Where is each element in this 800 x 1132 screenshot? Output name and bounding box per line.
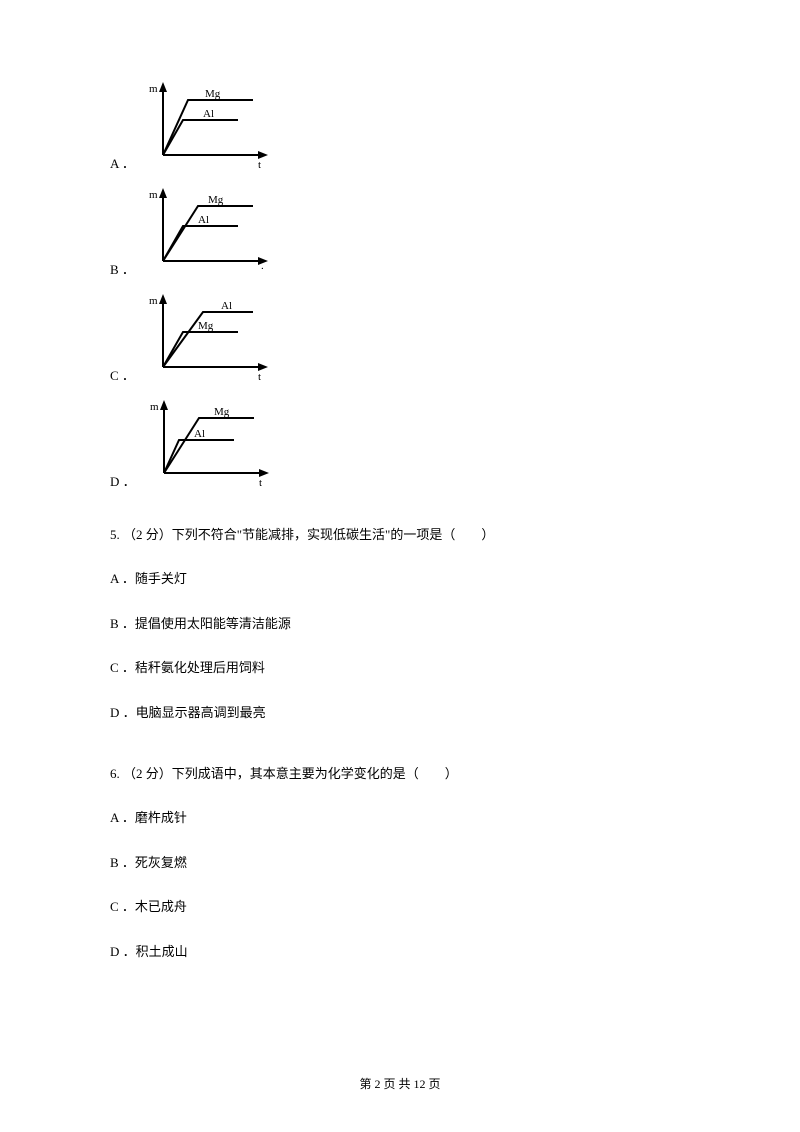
curve-label-al: Al (198, 214, 209, 226)
q6-stem: 6. （2 分）下列成语中，其本意主要为化学变化的是（ ） (110, 756, 690, 792)
curve-label-al: Al (203, 108, 214, 120)
curve-label-al: Al (194, 428, 205, 440)
q6-option-c: C ．木已成舟 (110, 889, 690, 925)
question-6: 6. （2 分）下列成语中，其本意主要为化学变化的是（ ） A ．磨杵成针 B … (110, 756, 690, 970)
chart-d: m t Mg Al (144, 398, 274, 492)
x-axis-label: t (258, 159, 261, 170)
curve-label-mg: Mg (214, 406, 230, 418)
chart-b: m . Mg Al (143, 186, 273, 280)
curve-label-mg: Mg (208, 194, 224, 206)
x-axis-label: t (259, 477, 262, 488)
q6-option-b: B ．死灰复燃 (110, 845, 690, 881)
q6-option-a: A ．磨杵成针 (110, 800, 690, 836)
option-letter-d: D ． (110, 471, 136, 492)
chart-option-c: C ． m t Al Mg (110, 292, 690, 386)
y-axis-label: m (149, 83, 158, 95)
q5-option-a: A ．随手关灯 (110, 561, 690, 597)
chart-a: m t Mg Al (143, 80, 273, 174)
option-letter-c: C ． (110, 365, 135, 386)
q5-option-d: D ．电脑显示器高调到最亮 (110, 695, 690, 731)
question-5: 5. （2 分）下列不符合"节能减排，实现低碳生活"的一项是（ ） A ．随手关… (110, 517, 690, 731)
x-axis-label: . (261, 260, 264, 272)
q5-option-b: B ．提倡使用太阳能等清洁能源 (110, 606, 690, 642)
y-axis-label: m (149, 189, 158, 201)
page-footer: 第 2 页 共 12 页 (0, 1075, 800, 1092)
q5-stem: 5. （2 分）下列不符合"节能减排，实现低碳生活"的一项是（ ） (110, 517, 690, 553)
y-axis-label: m (149, 295, 158, 307)
option-letter-a: A ． (110, 153, 135, 174)
chart-option-a: A ． m t Mg Al (110, 80, 690, 174)
chart-c: m t Al Mg (143, 292, 273, 386)
y-axis-label: m (150, 401, 159, 413)
chart-option-b: B ． m . Mg Al (110, 186, 690, 280)
q6-option-d: D ．积土成山 (110, 934, 690, 970)
chart-option-d: D ． m t Mg Al (110, 398, 690, 492)
q5-option-c: C ．秸秆氨化处理后用饲料 (110, 650, 690, 686)
curve-label-mg: Mg (198, 320, 214, 332)
option-letter-b: B ． (110, 259, 135, 280)
curve-label-al: Al (221, 300, 232, 312)
x-axis-label: t (258, 371, 261, 382)
curve-label-mg: Mg (205, 88, 221, 100)
